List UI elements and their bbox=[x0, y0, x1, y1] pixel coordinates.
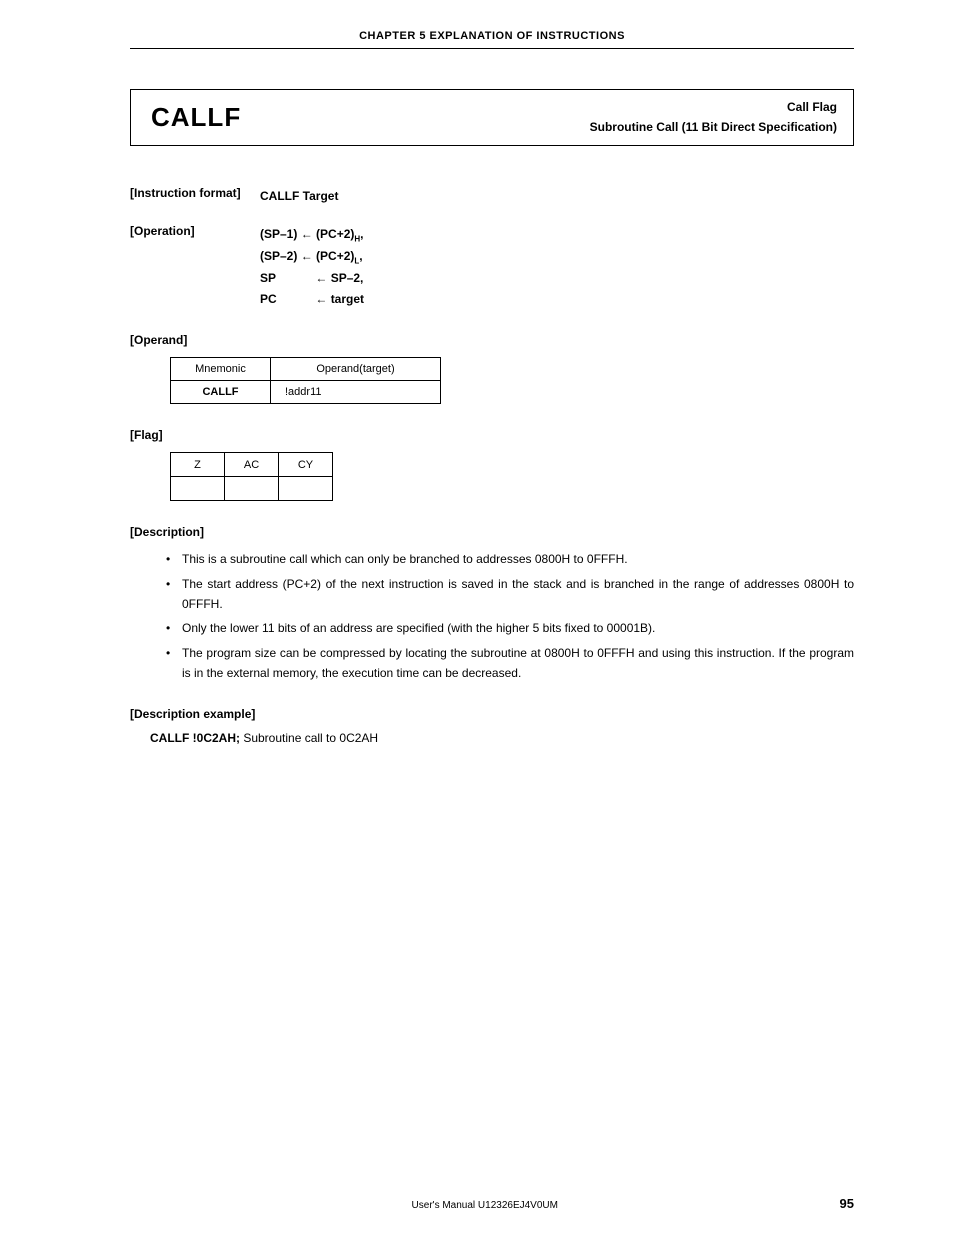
chapter-header: CHAPTER 5 EXPLANATION OF INSTRUCTIONS bbox=[130, 30, 854, 49]
op-trail: , bbox=[359, 249, 362, 263]
op-lhs: PC bbox=[260, 289, 312, 309]
flag-table: Z AC CY bbox=[170, 452, 333, 501]
operand-table: Mnemonic Operand(target) CALLF !addr11 bbox=[170, 357, 441, 404]
operation-line: PC ← target bbox=[260, 289, 364, 309]
col-header-mnemonic: Mnemonic bbox=[171, 358, 271, 381]
flag-header-z: Z bbox=[171, 453, 225, 477]
operation-content: (SP–1) ← (PC+2)H, (SP–2) ← (PC+2)L, SP ←… bbox=[260, 224, 364, 309]
op-lhs: (SP–2) bbox=[260, 249, 297, 263]
subtitle-line-2: Subroutine Call (11 Bit Direct Specifica… bbox=[277, 118, 837, 137]
col-header-operand: Operand(target) bbox=[271, 358, 441, 381]
description-example-heading: [Description example] bbox=[130, 707, 854, 721]
flag-header-ac: AC bbox=[225, 453, 279, 477]
description-list: This is a subroutine call which can only… bbox=[130, 549, 854, 683]
op-rhs: target bbox=[331, 292, 364, 306]
arrow-icon: ← bbox=[315, 271, 327, 285]
cell-operand: !addr11 bbox=[271, 381, 441, 404]
operation-line: (SP–1) ← (PC+2)H, bbox=[260, 224, 364, 246]
footer-page-number: 95 bbox=[840, 1196, 854, 1211]
table-row: CALLF !addr11 bbox=[171, 381, 441, 404]
op-lhs: SP bbox=[260, 268, 312, 288]
page-footer: User's Manual U12326EJ4V0UM 95 bbox=[0, 1196, 954, 1211]
flag-header-cy: CY bbox=[279, 453, 333, 477]
list-item: This is a subroutine call which can only… bbox=[166, 549, 854, 569]
example-text: Subroutine call to 0C2AH bbox=[240, 731, 378, 745]
flag-heading: [Flag] bbox=[130, 428, 854, 442]
operation-label: [Operation] bbox=[130, 224, 260, 238]
op-lhs: (SP–1) bbox=[260, 227, 297, 241]
list-item: Only the lower 11 bits of an address are… bbox=[166, 618, 854, 638]
instruction-subtitle: Call Flag Subroutine Call (11 Bit Direct… bbox=[261, 90, 853, 144]
operation-line: SP ← SP–2, bbox=[260, 268, 364, 288]
table-row: Mnemonic Operand(target) bbox=[171, 358, 441, 381]
subtitle-line-1: Call Flag bbox=[277, 98, 837, 117]
footer-manual: User's Manual U12326EJ4V0UM bbox=[130, 1200, 840, 1211]
cell-mnemonic: CALLF bbox=[171, 381, 271, 404]
arrow-icon: ← bbox=[301, 227, 313, 241]
list-item: The program size can be compressed by lo… bbox=[166, 643, 854, 684]
instruction-format-value: CALLF Target bbox=[260, 186, 338, 206]
op-rhs: (PC+2) bbox=[316, 249, 354, 263]
flag-cell bbox=[279, 477, 333, 501]
arrow-icon: ← bbox=[315, 292, 327, 306]
table-row: Z AC CY bbox=[171, 453, 333, 477]
instruction-mnemonic: CALLF bbox=[131, 90, 261, 145]
table-row bbox=[171, 477, 333, 501]
flag-cell bbox=[225, 477, 279, 501]
instruction-format-label: [Instruction format] bbox=[130, 186, 260, 200]
op-rhs: SP–2, bbox=[331, 271, 364, 285]
instruction-format-row: [Instruction format] CALLF Target bbox=[130, 186, 854, 206]
list-item: The start address (PC+2) of the next ins… bbox=[166, 574, 854, 615]
description-heading: [Description] bbox=[130, 525, 854, 539]
op-rhs: (PC+2) bbox=[316, 227, 354, 241]
instruction-title-box: CALLF Call Flag Subroutine Call (11 Bit … bbox=[130, 89, 854, 146]
operand-heading: [Operand] bbox=[130, 333, 854, 347]
example-code: CALLF !0C2AH; bbox=[150, 731, 240, 745]
flag-cell bbox=[171, 477, 225, 501]
arrow-icon: ← bbox=[301, 249, 313, 263]
op-trail: , bbox=[360, 227, 363, 241]
description-example: CALLF !0C2AH; Subroutine call to 0C2AH bbox=[130, 731, 854, 745]
operation-line: (SP–2) ← (PC+2)L, bbox=[260, 246, 364, 268]
operation-row: [Operation] (SP–1) ← (PC+2)H, (SP–2) ← (… bbox=[130, 224, 854, 309]
